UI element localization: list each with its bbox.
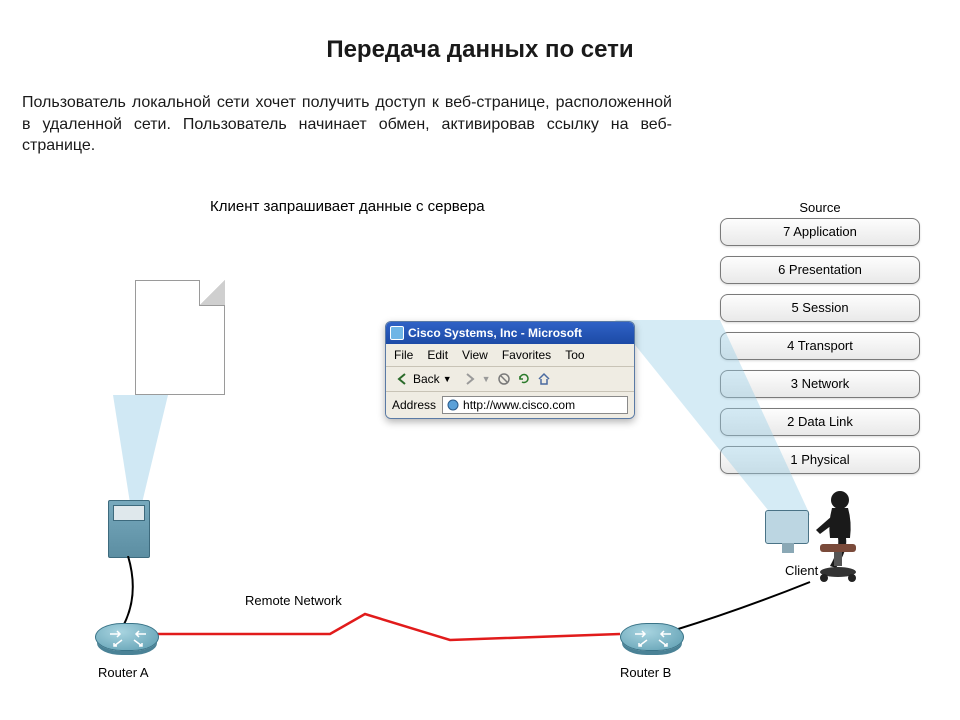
ie-page-icon xyxy=(447,399,459,411)
osi-layer-6: 6 Presentation xyxy=(720,256,920,284)
browser-addressbar: Address http://www.cisco.com xyxy=(386,392,634,418)
osi-layer-7: 7 Application xyxy=(720,218,920,246)
cone-right-icon xyxy=(615,320,825,530)
osi-header: Source xyxy=(720,200,920,215)
browser-window: Cisco Systems, Inc - Microsoft File Edit… xyxy=(385,321,635,419)
back-button[interactable]: Back ▼ xyxy=(392,371,456,387)
intro-paragraph: Пользователь локальной сети хочет получи… xyxy=(22,92,672,157)
home-icon[interactable] xyxy=(537,372,551,386)
menu-favorites[interactable]: Favorites xyxy=(502,348,551,362)
osi-layer-5: 5 Session xyxy=(720,294,920,322)
browser-toolbar: Back ▼ ▼ xyxy=(386,367,634,392)
browser-titlebar: Cisco Systems, Inc - Microsoft xyxy=(386,322,634,344)
router-b-label: Router B xyxy=(620,665,671,680)
menu-tools[interactable]: Too xyxy=(565,348,584,362)
monitor-icon xyxy=(765,510,809,544)
menu-file[interactable]: File xyxy=(394,348,413,362)
document-icon xyxy=(135,280,225,395)
remote-network-label: Remote Network xyxy=(245,593,342,608)
menu-edit[interactable]: Edit xyxy=(427,348,448,362)
menu-view[interactable]: View xyxy=(462,348,488,362)
cone-left-icon xyxy=(98,395,183,505)
browser-title: Cisco Systems, Inc - Microsoft xyxy=(408,326,582,340)
client-label: Client xyxy=(785,563,818,578)
router-a-label: Router A xyxy=(98,665,149,680)
router-b-icon xyxy=(620,623,684,651)
browser-menu: File Edit View Favorites Too xyxy=(386,344,634,367)
network-line-icon xyxy=(150,608,690,648)
client-cable-icon xyxy=(670,580,820,640)
diagram-subtitle: Клиент запрашивает данные с сервера xyxy=(210,198,485,215)
ie-icon xyxy=(390,326,404,340)
address-url: http://www.cisco.com xyxy=(463,398,575,412)
person-icon xyxy=(810,488,880,588)
address-label: Address xyxy=(392,398,436,412)
arrow-left-icon xyxy=(396,372,410,386)
arrow-right-icon[interactable] xyxy=(462,372,476,386)
page-title: Передача данных по сети xyxy=(0,36,960,64)
refresh-icon[interactable] xyxy=(517,372,531,386)
back-label: Back xyxy=(413,372,440,386)
stop-icon[interactable] xyxy=(497,372,511,386)
router-a-icon xyxy=(95,623,159,651)
server-icon xyxy=(108,500,150,558)
address-input[interactable]: http://www.cisco.com xyxy=(442,396,628,414)
